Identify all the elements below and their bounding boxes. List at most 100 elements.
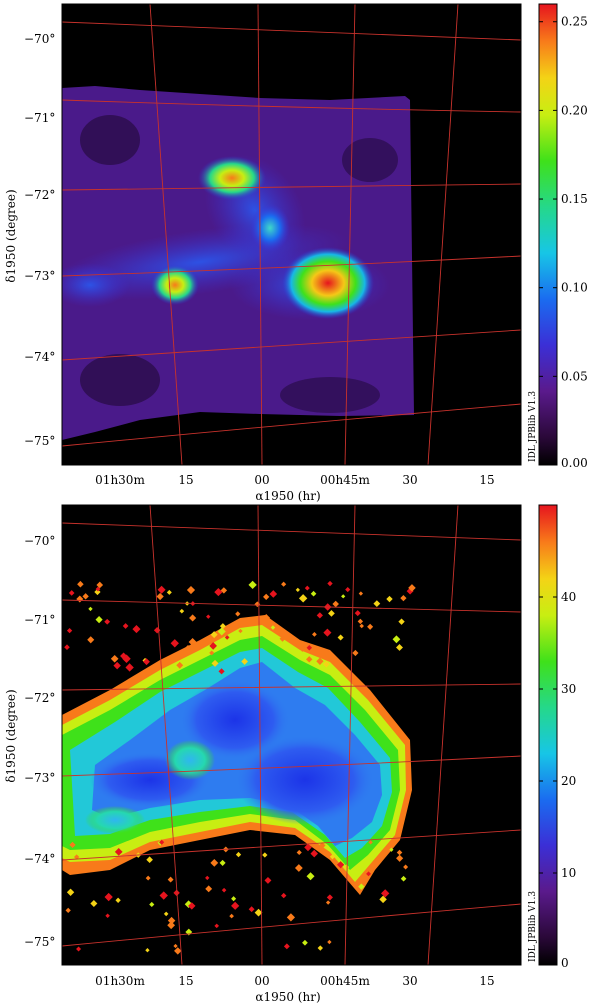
bottom-x-ticks: 01h30m 15 00 00h45m 30 15 xyxy=(95,974,494,988)
bottom-speckle xyxy=(114,847,123,856)
bottom-speckle xyxy=(95,616,103,624)
bottom-speckle xyxy=(214,923,220,929)
bottom-heatmap-panel: −70° −71° −72° −73° −74° −75° δ1950 (deg… xyxy=(4,504,576,1004)
bottom-speckle xyxy=(90,900,98,908)
bottom-speckle xyxy=(241,658,248,665)
bottom-x-tick-label: 01h30m xyxy=(95,974,145,988)
bottom-y-tick-label: −75° xyxy=(24,935,55,949)
top-ridge xyxy=(250,204,290,252)
bottom-intensity-map xyxy=(62,580,416,955)
bottom-speckle xyxy=(286,913,296,922)
bottom-y-tick-label: −72° xyxy=(24,691,55,705)
bottom-speckle xyxy=(352,649,359,657)
top-colorbar-label: 0.25 xyxy=(561,15,588,29)
top-colorbar-label: 0.05 xyxy=(561,369,588,383)
bottom-speckle xyxy=(312,631,317,637)
bottom-speckle xyxy=(332,600,339,608)
bottom-y-axis-title: δ1950 (degree) xyxy=(4,689,18,782)
top-ra-line xyxy=(149,4,183,465)
bottom-speckle xyxy=(358,591,364,596)
bottom-speckle xyxy=(248,906,255,913)
bottom-y-tick-label: −70° xyxy=(24,534,55,548)
top-plot-frame xyxy=(61,3,522,466)
bottom-speckle xyxy=(65,907,71,914)
bottom-speckle xyxy=(235,611,241,617)
bottom-speckle xyxy=(219,859,226,866)
bottom-ra-line xyxy=(149,505,183,965)
top-colorbar-label: 0.15 xyxy=(561,192,588,206)
bottom-speckle xyxy=(224,635,230,640)
bottom-x-tick-label: 15 xyxy=(178,974,193,988)
bottom-ra-line xyxy=(257,505,263,965)
top-dark-patch xyxy=(80,354,160,406)
bottom-speckle xyxy=(122,623,129,629)
bottom-speckle xyxy=(156,592,164,601)
bottom-ra-line xyxy=(427,505,459,965)
top-x-ticks: 01h30m 15 00 00h45m 30 15 xyxy=(95,473,494,487)
top-dark-patch xyxy=(80,115,140,165)
top-dec-line xyxy=(62,99,521,113)
bottom-x-tick-label: 00h45m xyxy=(320,974,370,988)
bottom-speckle xyxy=(120,652,128,660)
bottom-speckle xyxy=(159,891,168,900)
top-y-tick-label: −72° xyxy=(24,188,55,202)
bottom-speckle xyxy=(396,644,403,651)
bottom-plot-frame xyxy=(61,504,522,966)
top-colorbar-label: 0.10 xyxy=(561,281,588,295)
bottom-x-tick-label: 00 xyxy=(254,974,269,988)
bottom-light-patch xyxy=(85,806,145,834)
bottom-speckle xyxy=(143,658,150,666)
bottom-y-tick-label: −74° xyxy=(24,852,55,866)
bottom-core-deep xyxy=(180,680,290,760)
bottom-colorbar xyxy=(538,504,558,966)
bottom-speckle xyxy=(403,864,409,870)
bottom-speckle xyxy=(254,908,263,917)
bottom-speckle xyxy=(296,849,302,856)
top-x-axis-title: α1950 (hr) xyxy=(255,489,320,503)
bottom-speckle xyxy=(336,861,345,869)
top-hotspot-west xyxy=(151,265,199,305)
bottom-speckle xyxy=(304,843,312,852)
bottom-light-patch xyxy=(165,740,215,780)
bottom-speckle xyxy=(221,887,227,893)
bottom-y-ticks: −70° −71° −72° −73° −74° −75° xyxy=(24,534,55,949)
bottom-colorbar-ticks: 0 10 20 30 40 xyxy=(539,590,576,970)
bottom-speckle xyxy=(146,856,153,864)
bottom-speckle xyxy=(367,623,374,630)
bottom-dec-line xyxy=(62,903,521,947)
bottom-speckle xyxy=(298,594,308,603)
bottom-speckle xyxy=(270,625,276,630)
bottom-speckle xyxy=(167,916,176,925)
bottom-speckle xyxy=(343,864,350,870)
bottom-speckle xyxy=(323,628,332,637)
bottom-colorbar-label: 30 xyxy=(561,682,576,696)
bottom-x-axis-title: α1950 (hr) xyxy=(255,990,320,1004)
bottom-colorbar-label: 0 xyxy=(561,956,569,970)
top-x-tick-label: 15 xyxy=(178,473,193,487)
bottom-speckle xyxy=(110,654,119,663)
bottom-colorbar-label: 20 xyxy=(561,774,576,788)
top-x-tick-label: 00 xyxy=(254,473,269,487)
top-x-tick-label: 30 xyxy=(402,473,417,487)
bottom-speckle xyxy=(283,943,290,950)
bottom-speckle xyxy=(337,634,344,641)
bottom-credit-label: IDL JPBlib V1.3 xyxy=(528,891,538,962)
top-ra-line xyxy=(257,4,263,465)
bottom-x-tick-label: 30 xyxy=(402,974,417,988)
top-y-tick-label: −75° xyxy=(24,434,55,448)
bottom-core-deep xyxy=(235,735,375,825)
top-dec-line xyxy=(62,403,521,447)
bottom-speckle xyxy=(359,623,364,629)
bottom-speckle xyxy=(104,618,111,625)
top-y-tick-label: −71° xyxy=(24,111,55,125)
bottom-speckle xyxy=(322,660,330,668)
bottom-speckle xyxy=(329,854,336,860)
bottom-speckle xyxy=(281,892,287,899)
top-colorbar-label: 0.00 xyxy=(561,456,588,470)
top-colorbar-ticks: 0.00 0.05 0.10 0.15 0.20 0.25 xyxy=(539,15,588,470)
bottom-dec-line xyxy=(62,522,521,541)
top-intensity-map xyxy=(62,86,414,440)
top-dark-patch xyxy=(280,377,380,413)
bottom-dec-line xyxy=(62,755,521,777)
top-y-tick-label: −73° xyxy=(24,269,55,283)
